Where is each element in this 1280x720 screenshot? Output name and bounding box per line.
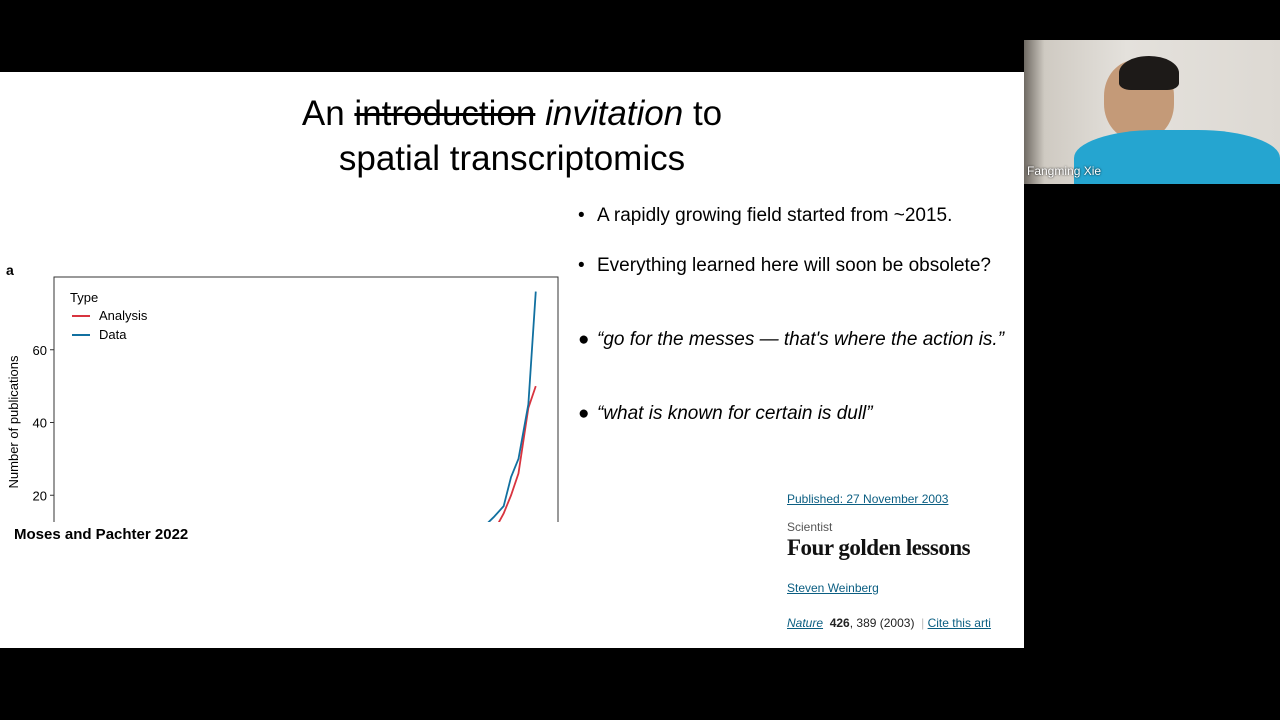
y-tick-label: 60 [33,343,47,358]
author-link[interactable]: Steven Weinberg [787,581,879,595]
bullet-item: ● “go for the messes — that's where the a… [578,329,1005,350]
cite-link[interactable]: Cite this arti [927,616,991,630]
journal-link[interactable]: Nature [787,616,824,630]
pages-year: , 389 (2003) [849,616,915,630]
title-italic-word: invitation [545,94,684,133]
slide-title-line2: spatial transcriptomics [338,139,686,178]
y-axis-label: Number of publications [6,355,21,488]
participant-shirt [1074,130,1280,184]
bullet-item: • Everything learned here will soon be ob… [578,255,991,276]
participant-video: Fangming Xie [1024,40,1280,184]
published-date-link[interactable]: Published: 27 November 2003 [787,492,949,506]
series-line-analysis [497,385,537,522]
legend-title: Type [70,290,98,305]
legend-label: Data [99,327,127,342]
article-headline: Four golden lessons [787,535,971,560]
article-section: Scientist [787,520,833,534]
series-line-data [487,291,537,522]
slide-title-line1: An introduction invitation to [0,92,1024,136]
title-word: An [301,94,345,133]
participant-name: Fangming Xie [1027,164,1102,178]
y-tick-label: 40 [33,416,47,431]
publications-chart: a200320052007200920112013201520172019202… [6,262,559,522]
bullet-item: • A rapidly growing field started from ~2… [578,205,953,226]
panel-label: a [6,262,14,278]
y-tick-label: 20 [33,488,47,503]
title-struck-word: introduction [354,94,536,133]
figure-citation: Moses and Pachter 2022 [14,526,189,543]
article-reference: Nature 426, 389 (2003) | Cite this arti [787,616,991,630]
presentation-slide: An introduction invitation to spatial tr… [0,72,1024,648]
volume: 426 [829,616,850,630]
title-word: to [692,94,723,133]
participant-hair [1119,56,1179,90]
bullet-item: ● “what is known for certain is dull” [578,403,873,424]
legend-label: Analysis [99,308,148,323]
